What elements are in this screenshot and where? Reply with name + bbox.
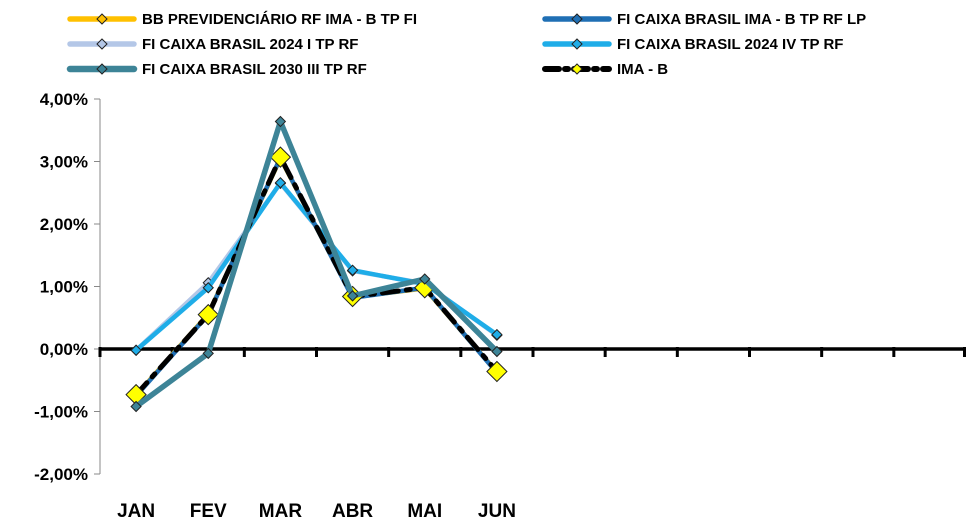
y-tick-label: 3,00% [40, 153, 88, 172]
x-tick-label: JUN [478, 501, 516, 521]
legend-item: IMA - B [542, 61, 668, 78]
y-tick-label: -2,00% [34, 465, 88, 484]
series-2 [130, 152, 503, 402]
legend-label: FI CAIXA BRASIL 2030 III TP RF [142, 61, 367, 78]
legend-item: FI CAIXA BRASIL IMA - B TP RF LP [542, 11, 866, 28]
y-tick-label: 4,00% [40, 90, 88, 109]
data-point [202, 282, 214, 294]
legend-label: FI CAIXA BRASIL 2024 I TP RF [142, 36, 358, 53]
data-point [491, 345, 503, 358]
data-point [419, 273, 431, 285]
y-tick-label: -1,00% [34, 403, 88, 422]
x-tick-label: ABR [332, 501, 373, 521]
x-tick-label: MAR [259, 501, 303, 521]
data-point [197, 303, 219, 326]
x-tick-label: FEV [190, 501, 227, 521]
legend-swatch-marker [96, 13, 108, 25]
series-line [133, 155, 500, 399]
legend-label: FI CAIXA BRASIL 2024 IV TP RF [617, 36, 843, 53]
y-tick-label: 1,00% [40, 278, 88, 297]
data-point [346, 290, 359, 302]
legend-swatch-marker [571, 63, 583, 75]
legend-swatch-marker [96, 63, 108, 75]
legend-item: FI CAIXA BRASIL 2030 III TP RF [66, 61, 367, 78]
data-point [274, 177, 287, 189]
legend-label: FI CAIXA BRASIL IMA - B TP RF LP [617, 11, 866, 28]
y-tick-label: 0,00% [40, 340, 88, 359]
legend: BB PREVIDENCIÁRIO RF IMA - B TP FI FI CAI… [66, 11, 866, 78]
data-point [486, 360, 508, 383]
data-point [491, 328, 503, 341]
legend-swatch-marker [571, 13, 583, 25]
legend-swatch-marker [96, 38, 108, 50]
x-tick-label: MAI [407, 501, 442, 521]
series-5 [130, 115, 503, 413]
data-point [346, 264, 359, 276]
legend-item: BB PREVIDENCIÁRIO RF IMA - B TP FI [67, 11, 417, 28]
legend-label: BB PREVIDENCIÁRIO RF IMA - B TP FI [142, 11, 417, 28]
data-point [202, 347, 214, 360]
series-line [133, 118, 500, 410]
data-point [130, 344, 142, 356]
series-6 [125, 146, 508, 406]
legend-label: IMA - B [617, 61, 668, 78]
series-line [133, 154, 500, 398]
y-tick-label: 2,00% [40, 215, 88, 234]
series-line [133, 156, 500, 398]
axes: -2,00% -1,00% 0,00% 1,00% 2,00% 3,00% 4,00% JAN… [34, 90, 966, 521]
series-1 [130, 152, 503, 401]
x-tick-label: JAN [117, 501, 155, 521]
series-layer [125, 115, 508, 413]
legend-swatch-marker [571, 38, 583, 50]
legend-item: FI CAIXA BRASIL 2024 IV TP RF [542, 36, 843, 53]
data-point [274, 115, 287, 128]
legend-item: FI CAIXA BRASIL 2024 I TP RF [67, 36, 358, 53]
data-point [269, 146, 292, 168]
data-point [130, 400, 142, 413]
